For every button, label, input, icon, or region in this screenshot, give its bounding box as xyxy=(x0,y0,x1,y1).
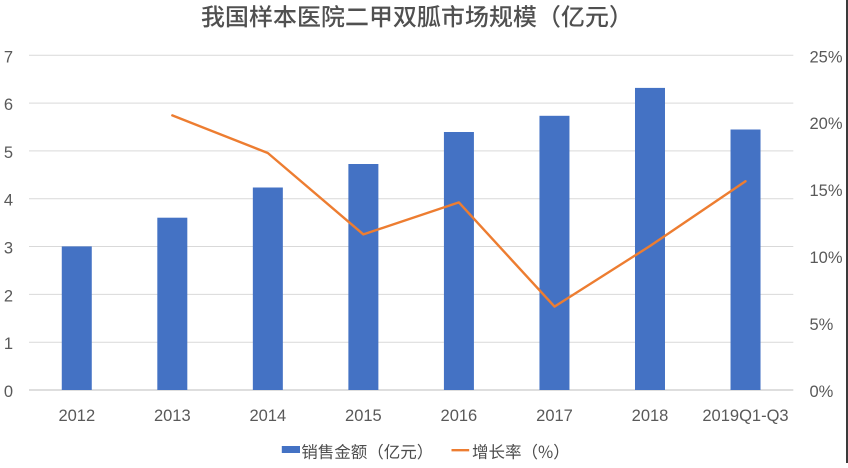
svg-text:5: 5 xyxy=(4,144,13,162)
svg-text:2015: 2015 xyxy=(345,407,382,425)
svg-text:2018: 2018 xyxy=(632,407,669,425)
svg-text:0%: 0% xyxy=(810,383,834,401)
svg-text:1: 1 xyxy=(4,335,13,353)
svg-text:25%: 25% xyxy=(810,48,843,66)
svg-text:2013: 2013 xyxy=(154,407,191,425)
svg-text:2017: 2017 xyxy=(536,407,573,425)
svg-text:5%: 5% xyxy=(810,316,834,334)
svg-text:2012: 2012 xyxy=(58,407,95,425)
svg-text:2014: 2014 xyxy=(249,407,286,425)
svg-text:7: 7 xyxy=(4,48,13,66)
svg-text:4: 4 xyxy=(4,192,13,210)
svg-text:3: 3 xyxy=(4,240,13,258)
svg-text:2: 2 xyxy=(4,287,13,305)
svg-text:6: 6 xyxy=(4,96,13,114)
svg-text:2016: 2016 xyxy=(441,407,478,425)
svg-text:15%: 15% xyxy=(810,182,843,200)
svg-text:20%: 20% xyxy=(810,115,843,133)
svg-text:2019Q1-Q3: 2019Q1-Q3 xyxy=(702,407,788,425)
svg-text:10%: 10% xyxy=(810,249,843,267)
svg-text:0: 0 xyxy=(4,383,13,401)
